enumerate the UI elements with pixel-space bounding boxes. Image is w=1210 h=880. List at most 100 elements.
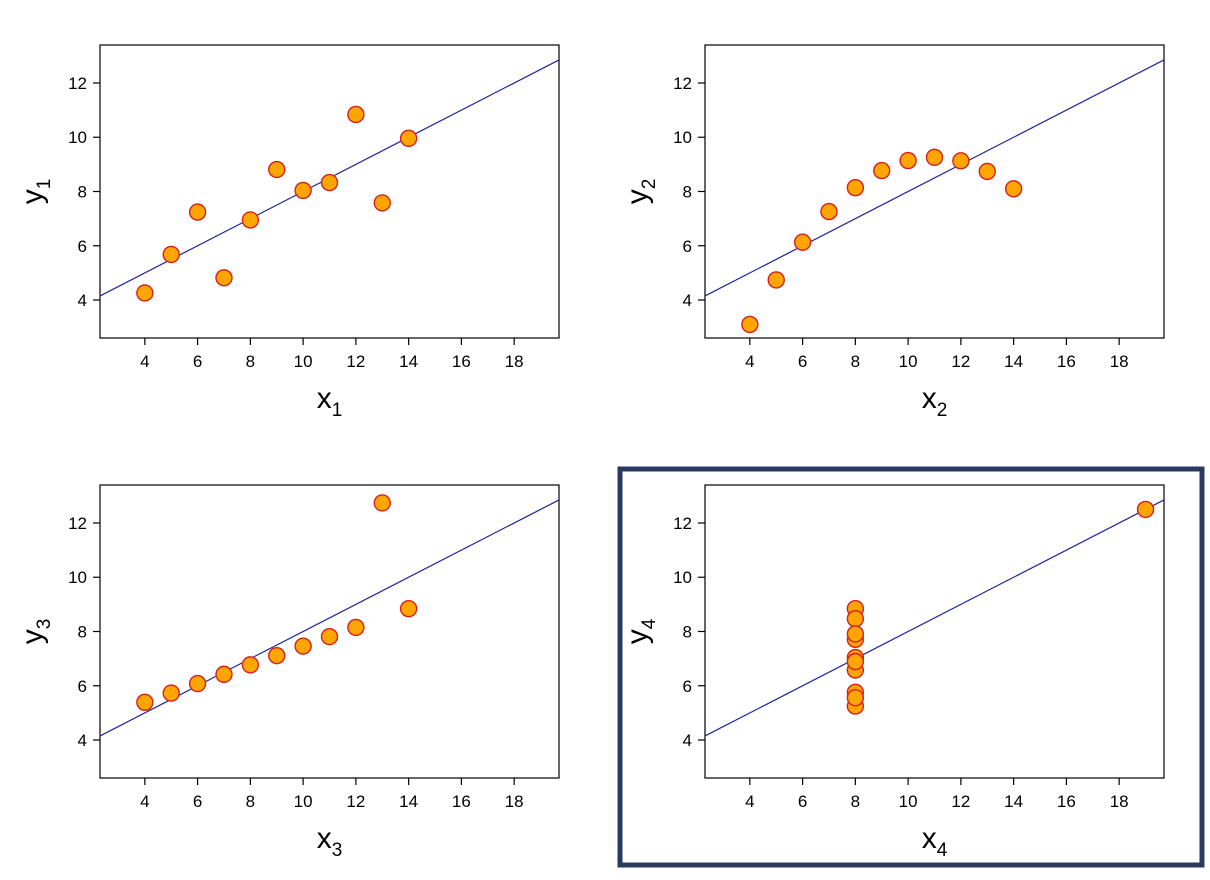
x-tick-label-4-18: 18 bbox=[1110, 792, 1129, 811]
data-point-1-3 bbox=[373, 194, 391, 212]
x-tick-label-1-8: 8 bbox=[246, 352, 255, 371]
data-point-2-4 bbox=[873, 161, 891, 180]
y-tick-label-2-6: 6 bbox=[683, 237, 692, 256]
data-point-2-5 bbox=[925, 148, 944, 167]
x-tick-label-3-10: 10 bbox=[294, 792, 313, 811]
data-point-3-3 bbox=[373, 494, 391, 512]
y-axis-label-3: y3 bbox=[16, 619, 55, 645]
data-point-3-10 bbox=[215, 665, 233, 684]
data-point-1-9 bbox=[347, 105, 365, 124]
data-point-1-2 bbox=[241, 211, 260, 229]
data-point-4-5 bbox=[846, 610, 865, 628]
x-tick-label-2-4: 4 bbox=[745, 352, 754, 371]
data-point-3-8 bbox=[136, 693, 154, 712]
x-tick-label-1-6: 6 bbox=[193, 352, 202, 371]
x-tick-label-1-14: 14 bbox=[399, 352, 418, 371]
y-axis-label-subscript-2: 2 bbox=[639, 179, 660, 190]
x-tick-label-2-18: 18 bbox=[1110, 352, 1129, 371]
data-point-2-7 bbox=[793, 233, 812, 251]
y-axis-label-subscript-1: 1 bbox=[34, 179, 55, 190]
data-point-1-11 bbox=[162, 245, 180, 264]
x-tick-label-3-8: 8 bbox=[246, 792, 255, 811]
x-tick-label-1-12: 12 bbox=[346, 352, 365, 371]
data-point-1-1 bbox=[294, 181, 312, 200]
x-tick-label-3-12: 12 bbox=[346, 792, 365, 811]
y-tick-label-2-12: 12 bbox=[673, 74, 692, 93]
x-tick-label-4-4: 4 bbox=[745, 792, 754, 811]
y-tick-label-4-10: 10 bbox=[673, 568, 692, 587]
x-tick-label-1-18: 18 bbox=[505, 352, 524, 371]
data-point-1-10 bbox=[215, 269, 233, 287]
x-tick-label-4-10: 10 bbox=[899, 792, 918, 811]
data-point-3-9 bbox=[347, 618, 365, 637]
y-tick-label-3-12: 12 bbox=[68, 514, 87, 533]
y-axis-label-2: y2 bbox=[621, 179, 660, 205]
data-point-2-11 bbox=[767, 271, 785, 289]
x-tick-label-3-6: 6 bbox=[193, 792, 202, 811]
y-tick-label-1-10: 10 bbox=[68, 128, 87, 147]
x-axis-label-4: x4 bbox=[922, 822, 948, 861]
plot-frame-4 bbox=[704, 484, 1165, 779]
x-tick-label-4-16: 16 bbox=[1057, 792, 1076, 811]
x-axis-label-1: x1 bbox=[317, 382, 343, 421]
data-point-4-11 bbox=[846, 652, 865, 671]
x-tick-label-1-4: 4 bbox=[140, 352, 149, 371]
x-axis-label-3: x3 bbox=[317, 822, 343, 861]
y-tick-label-1-8: 8 bbox=[78, 183, 87, 202]
data-point-1-4 bbox=[268, 160, 286, 179]
x-tick-label-3-14: 14 bbox=[399, 792, 418, 811]
plot-frame-2 bbox=[704, 44, 1165, 339]
plot-frame-1 bbox=[99, 44, 560, 339]
x-tick-label-3-16: 16 bbox=[452, 792, 471, 811]
x-tick-label-2-10: 10 bbox=[899, 352, 918, 371]
data-point-3-6 bbox=[399, 600, 418, 618]
regression-line-4 bbox=[705, 499, 1164, 737]
x-tick-label-2-16: 16 bbox=[1057, 352, 1076, 371]
y-tick-label-3-6: 6 bbox=[78, 677, 87, 696]
x-axis-label-subscript-4: 4 bbox=[937, 840, 948, 861]
y-tick-label-3-8: 8 bbox=[78, 623, 87, 642]
data-point-2-10 bbox=[820, 202, 838, 221]
data-point-2-6 bbox=[1004, 180, 1023, 198]
data-point-3-11 bbox=[162, 684, 180, 702]
y-tick-label-2-4: 4 bbox=[683, 291, 692, 310]
data-point-4-10 bbox=[846, 625, 865, 643]
x-tick-label-4-14: 14 bbox=[1004, 792, 1023, 811]
y-tick-label-1-12: 12 bbox=[68, 74, 87, 93]
data-point-2-3 bbox=[978, 162, 996, 181]
y-tick-label-4-6: 6 bbox=[683, 677, 692, 696]
x-tick-label-2-6: 6 bbox=[798, 352, 807, 371]
x-tick-label-4-12: 12 bbox=[951, 792, 970, 811]
x-tick-label-4-6: 6 bbox=[798, 792, 807, 811]
x-tick-label-2-8: 8 bbox=[851, 352, 860, 371]
y-tick-label-1-6: 6 bbox=[78, 237, 87, 256]
x-tick-label-2-14: 14 bbox=[1004, 352, 1023, 371]
data-point-1-8 bbox=[136, 284, 154, 302]
data-point-2-2 bbox=[846, 179, 865, 197]
x-tick-label-2-12: 12 bbox=[951, 352, 970, 371]
y-tick-label-2-10: 10 bbox=[673, 128, 692, 147]
x-axis-label-subscript-1: 1 bbox=[332, 400, 343, 421]
y-tick-label-4-4: 4 bbox=[683, 731, 692, 750]
y-axis-label-subscript-3: 3 bbox=[34, 619, 55, 630]
y-tick-label-3-10: 10 bbox=[68, 568, 87, 587]
x-axis-label-subscript-2: 2 bbox=[937, 400, 948, 421]
x-tick-label-1-10: 10 bbox=[294, 352, 313, 371]
x-tick-label-3-18: 18 bbox=[505, 792, 524, 811]
regression-line-2 bbox=[705, 59, 1164, 297]
x-tick-label-4-8: 8 bbox=[851, 792, 860, 811]
x-tick-label-3-4: 4 bbox=[140, 792, 149, 811]
data-point-1-7 bbox=[188, 203, 207, 221]
y-axis-label-4: y4 bbox=[621, 618, 660, 644]
x-axis-label-subscript-3: 3 bbox=[332, 840, 343, 861]
x-tick-label-1-16: 16 bbox=[452, 352, 471, 371]
data-point-3-7 bbox=[188, 674, 207, 693]
data-point-3-5 bbox=[320, 627, 339, 646]
y-tick-label-1-4: 4 bbox=[78, 291, 87, 310]
y-tick-label-4-8: 8 bbox=[683, 623, 692, 642]
data-point-3-4 bbox=[268, 646, 286, 665]
